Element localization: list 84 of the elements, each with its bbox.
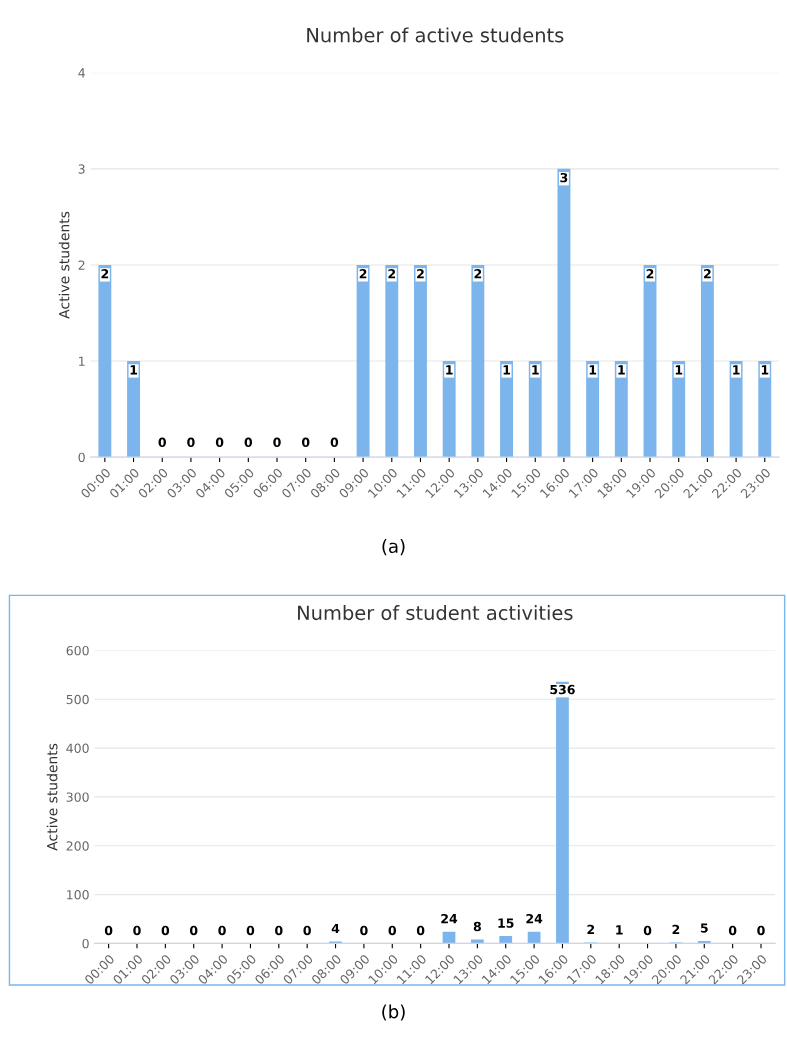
data-label: 0 <box>158 437 166 448</box>
data-label: 2 <box>704 269 711 279</box>
data-label: 2 <box>388 269 396 279</box>
bar <box>586 361 600 458</box>
data-label: 0 <box>301 437 310 448</box>
bar <box>471 264 485 458</box>
bar <box>127 361 140 458</box>
data-label: 0 <box>218 925 226 936</box>
data-label: 2 <box>587 924 595 934</box>
chart-title: Number of active students <box>307 27 564 43</box>
bar <box>729 361 743 458</box>
data-label: 0 <box>330 437 339 448</box>
y-tick-label: 2 <box>78 260 85 270</box>
data-label: 0 <box>273 437 281 448</box>
data-label: 0 <box>303 925 311 936</box>
data-label: 2 <box>417 269 424 279</box>
data-label: 4 <box>331 923 340 933</box>
data-label: 2 <box>646 269 654 279</box>
data-label: 1 <box>733 365 740 375</box>
data-label: 2 <box>101 269 109 279</box>
text: (a) <box>382 539 405 556</box>
y-tick-label: 4 <box>78 68 85 78</box>
y-tick-label: 400 <box>66 743 89 754</box>
data-label: 8 <box>473 921 481 932</box>
data-label: 1 <box>618 365 625 375</box>
bar <box>672 361 686 458</box>
data-label: 0 <box>244 437 253 448</box>
data-label: 0 <box>104 925 113 936</box>
bar <box>356 264 370 458</box>
bar <box>643 264 657 458</box>
data-label: 0 <box>360 925 368 936</box>
data-label: 536 <box>550 684 575 695</box>
data-label: 5 <box>700 923 708 933</box>
data-label: 3 <box>560 172 568 183</box>
data-label: 0 <box>416 925 425 936</box>
bar <box>557 168 571 458</box>
data-label: 1 <box>761 365 769 375</box>
y-tick-label: 200 <box>66 841 89 851</box>
data-label: 0 <box>161 925 170 936</box>
data-label: 1 <box>446 365 453 375</box>
bar <box>528 361 542 458</box>
chart-title: Number of student activities <box>298 605 573 621</box>
data-label: 24 <box>441 913 458 924</box>
data-label: 2 <box>474 269 482 279</box>
data-label: 0 <box>643 925 652 936</box>
text: (b) <box>382 1004 405 1021</box>
bar <box>700 264 714 458</box>
y-axis-title: Active students <box>46 743 58 851</box>
y-tick-label: 3 <box>78 164 85 174</box>
bar <box>414 264 427 458</box>
bar <box>98 264 112 458</box>
y-axis-title: Active students <box>58 211 70 319</box>
bar <box>500 361 514 458</box>
bar <box>499 936 513 944</box>
bar <box>758 361 772 458</box>
bar <box>614 361 628 458</box>
data-label: 0 <box>187 437 195 448</box>
data-label: 24 <box>526 913 543 924</box>
data-label: 1 <box>130 365 138 375</box>
y-tick-label: 600 <box>66 645 89 656</box>
data-label: 0 <box>215 437 224 448</box>
data-label: 0 <box>757 925 765 936</box>
data-label: 2 <box>359 269 367 279</box>
bar <box>385 264 399 458</box>
y-tick-label: 0 <box>82 938 89 949</box>
data-label: 1 <box>675 365 683 375</box>
bar <box>442 361 456 458</box>
data-label: 2 <box>672 924 680 934</box>
data-label: 0 <box>133 925 141 936</box>
y-tick-label: 500 <box>66 694 89 705</box>
data-label: 1 <box>616 925 623 935</box>
data-label: 0 <box>246 925 255 936</box>
data-label: 1 <box>589 365 597 375</box>
data-label: 0 <box>728 925 737 936</box>
data-label: 0 <box>388 925 397 936</box>
data-label: 1 <box>503 365 511 375</box>
y-tick-label: 0 <box>78 452 85 463</box>
y-tick-label: 1 <box>79 356 85 366</box>
y-tick-label: 100 <box>67 890 89 900</box>
data-label: 0 <box>189 925 198 936</box>
data-label: 0 <box>275 925 283 936</box>
y-tick-label: 300 <box>66 792 89 802</box>
data-label: 1 <box>532 365 539 375</box>
data-label: 15 <box>498 918 514 928</box>
